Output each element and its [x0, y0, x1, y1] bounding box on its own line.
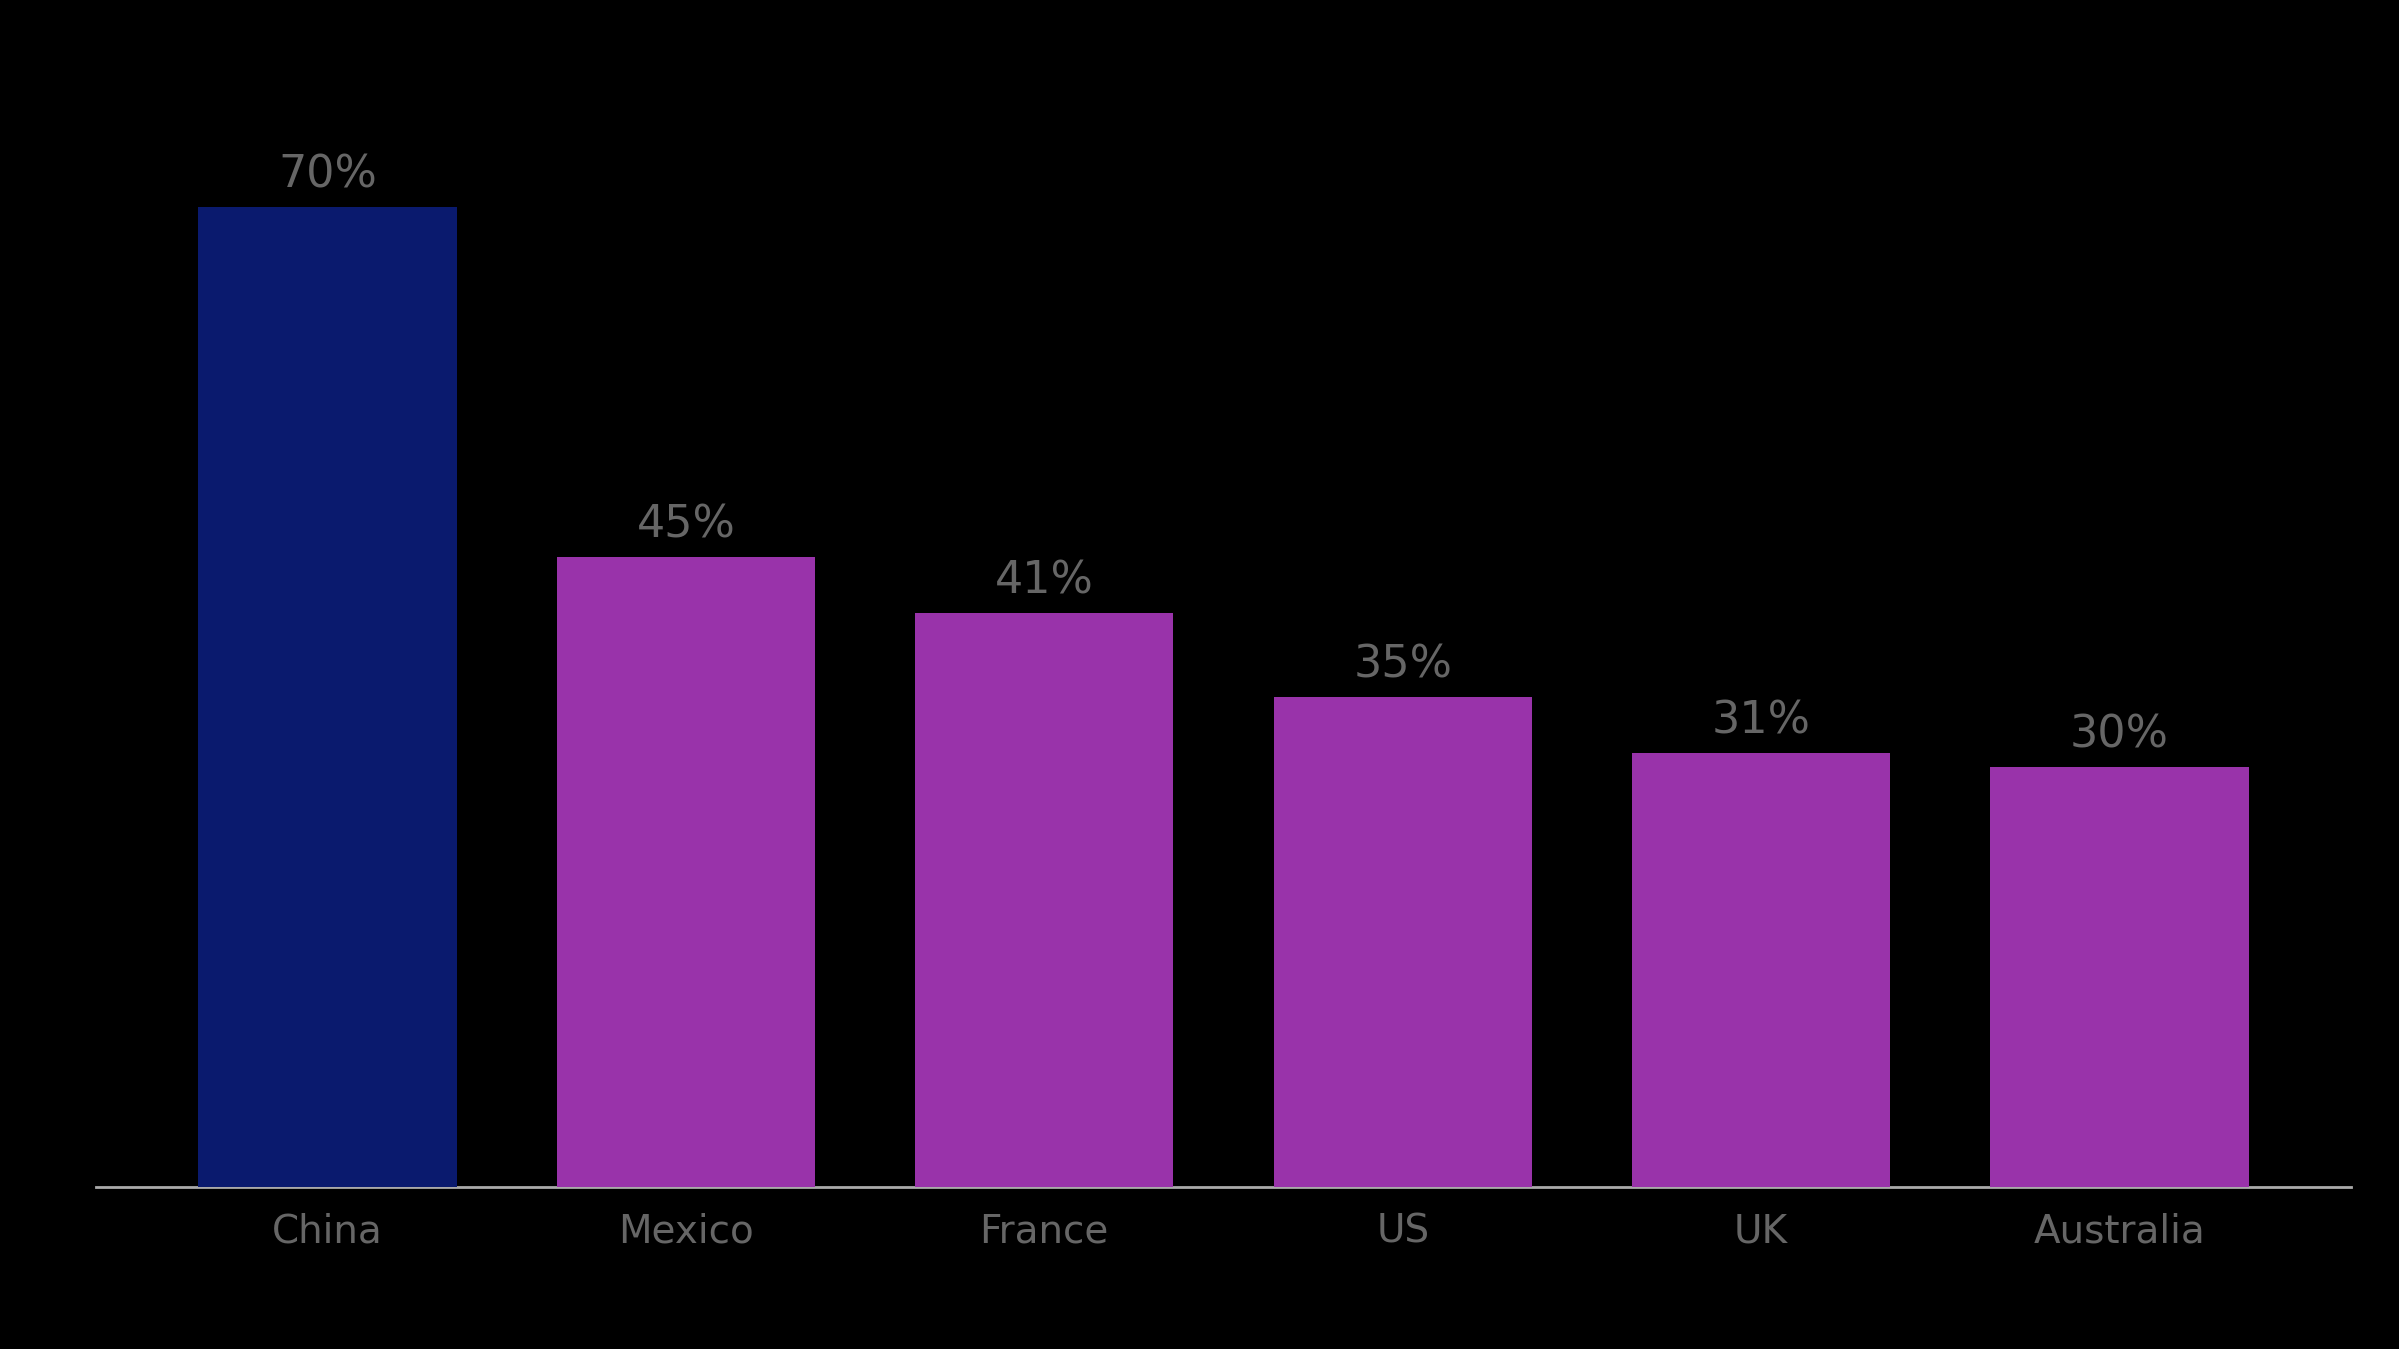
Bar	[1991, 768, 2248, 1187]
Text: 35%: 35%	[1353, 643, 1451, 687]
Bar	[1274, 697, 1531, 1187]
Text: 41%: 41%	[996, 558, 1094, 602]
Bar	[199, 208, 456, 1187]
Text: 31%: 31%	[1710, 699, 1811, 742]
Text: 45%: 45%	[636, 503, 736, 546]
Text: 70%: 70%	[278, 154, 377, 196]
Bar	[557, 557, 816, 1187]
Bar	[1631, 753, 1890, 1187]
Text: 30%: 30%	[2070, 714, 2169, 755]
Bar	[916, 614, 1173, 1187]
